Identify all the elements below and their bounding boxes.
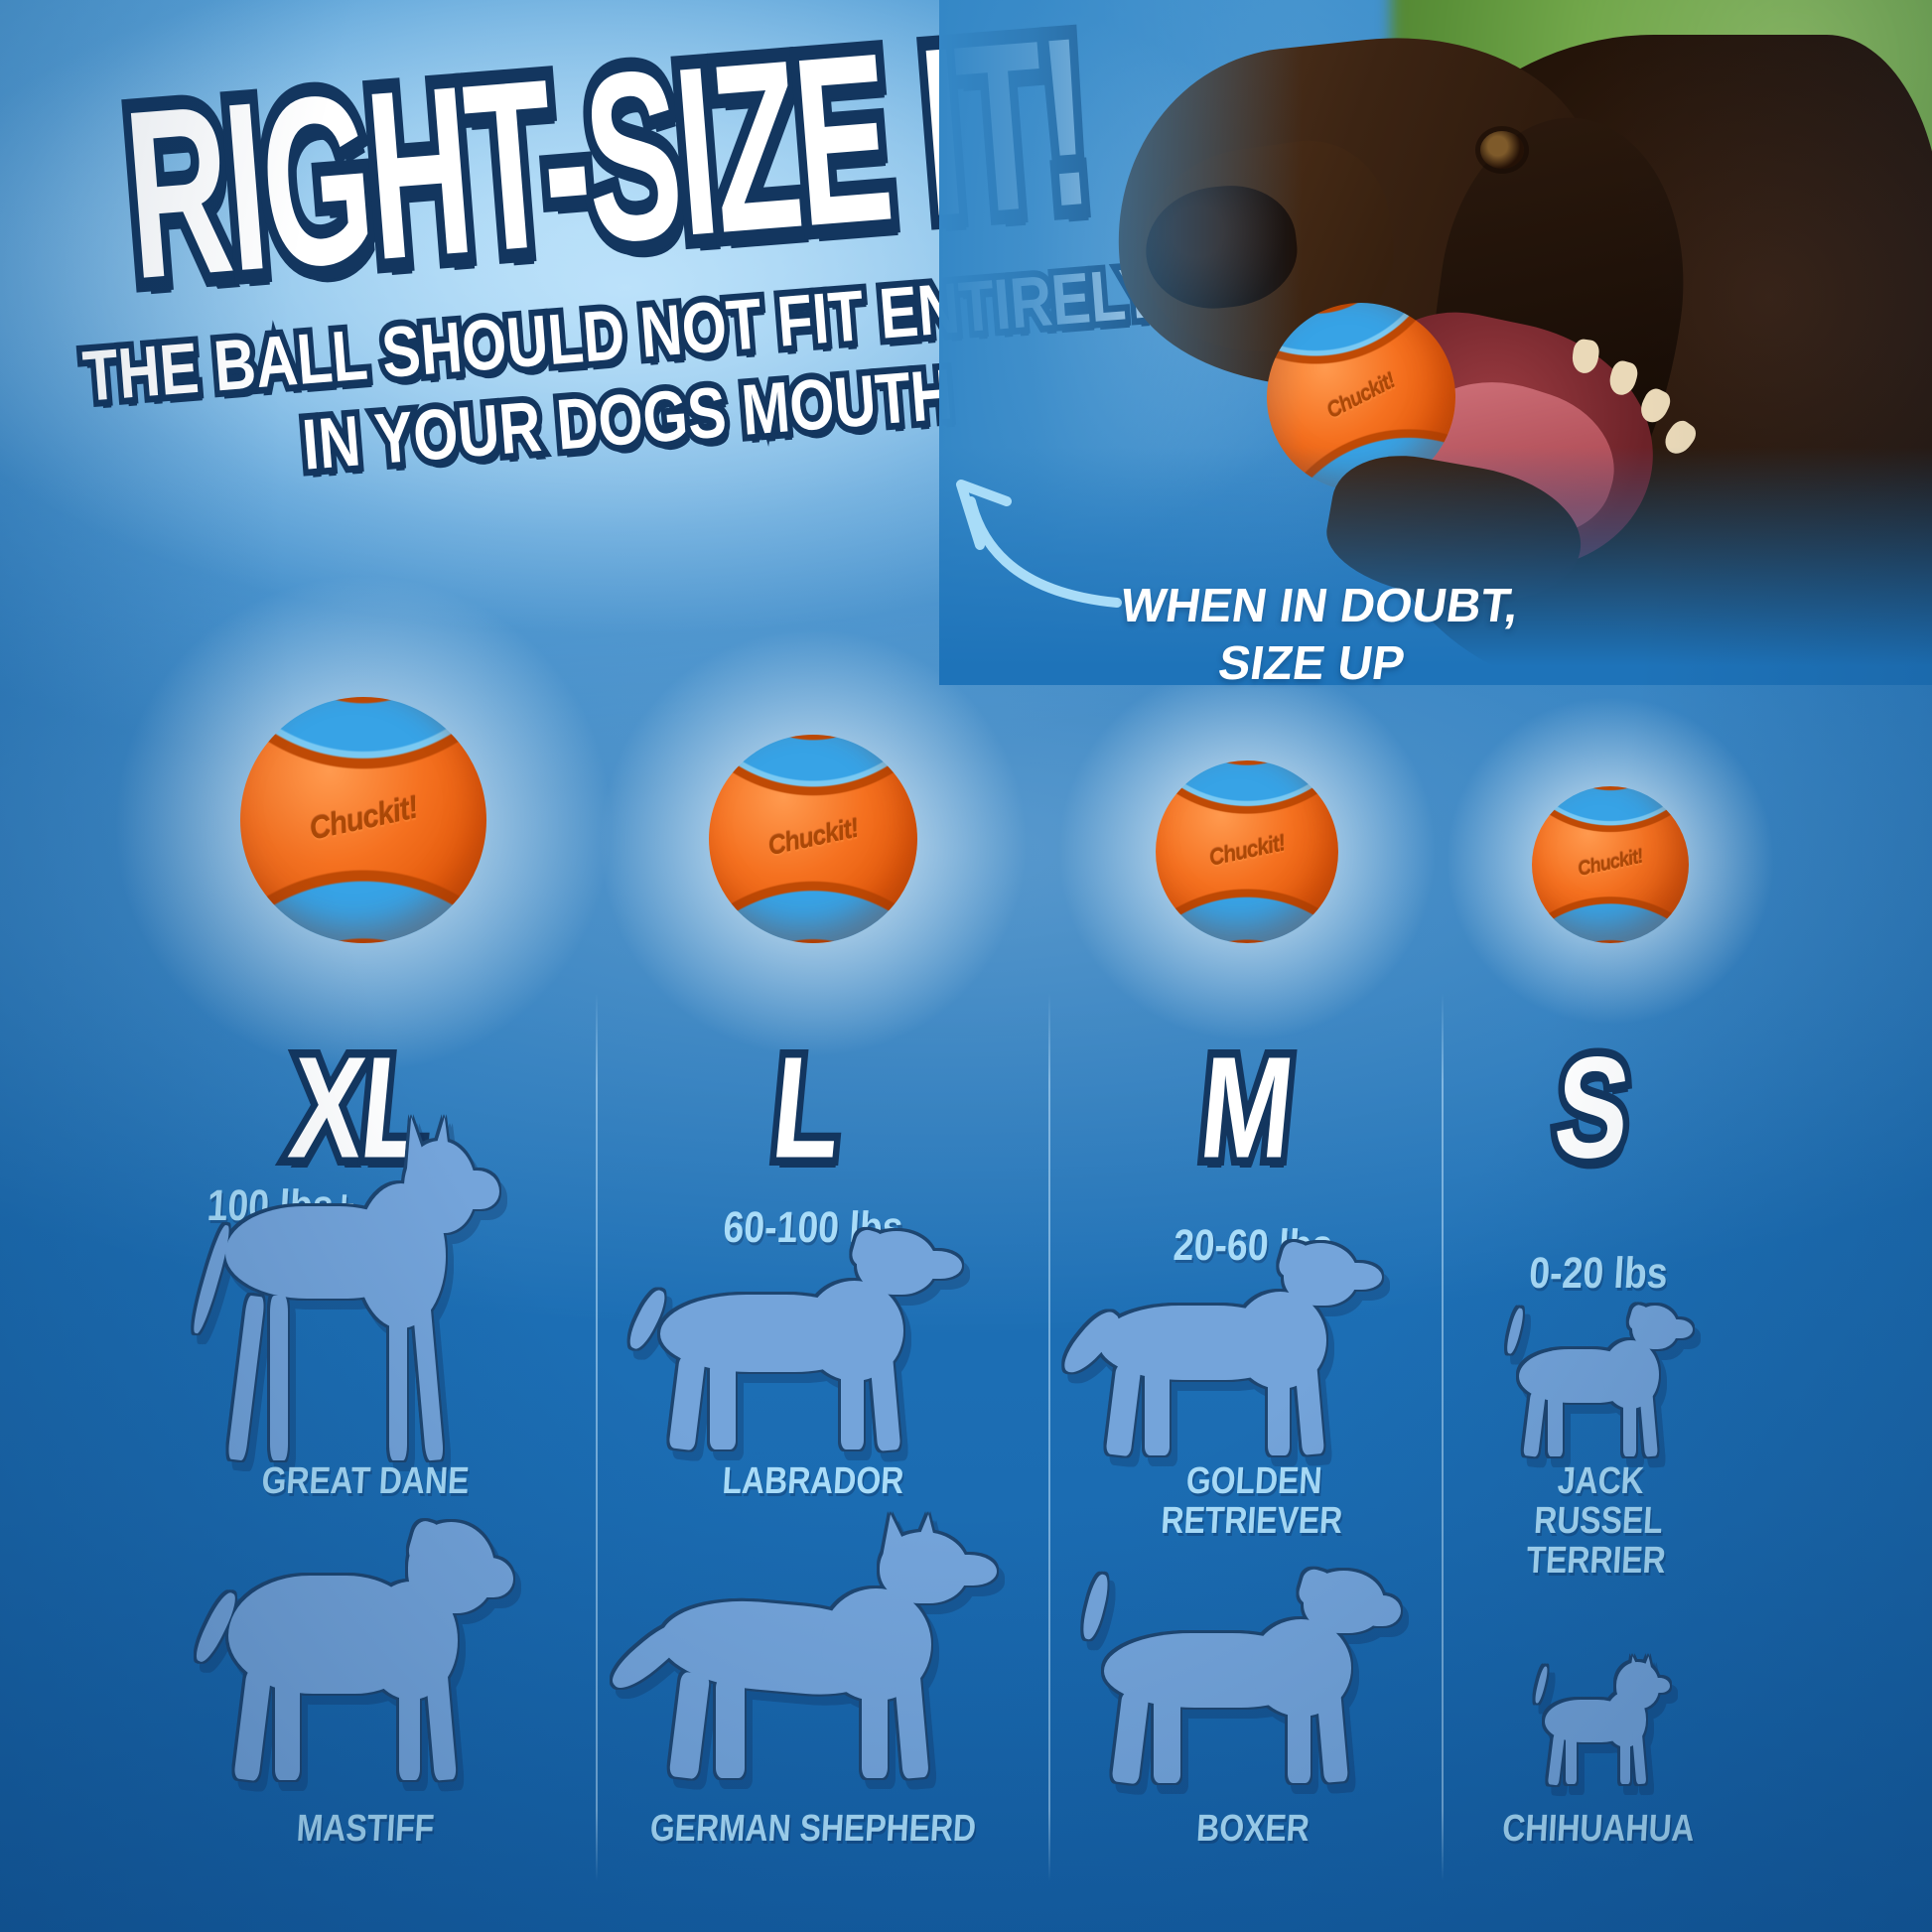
- dog-part-muzzle: [945, 1555, 997, 1587]
- dog-part-leg: [398, 1667, 421, 1780]
- dog-part-leg: [1105, 1363, 1142, 1456]
- dog-part-leg: [1522, 1391, 1546, 1457]
- dog-part-leg: [869, 1350, 901, 1451]
- dog-part-leg: [1316, 1687, 1348, 1784]
- hint-line1: WHEN IN DOUBT,: [1117, 580, 1522, 632]
- dog-part-muzzle: [458, 1170, 499, 1210]
- column-divider: [1048, 993, 1050, 1881]
- photo-fade-bottom: [939, 447, 1932, 685]
- dog-part-leg: [226, 1295, 266, 1461]
- size-label-fill: S: [1549, 1027, 1635, 1189]
- dog-name-mastiff: MASTIFF: [295, 1808, 436, 1850]
- dog-part-tail: [1533, 1665, 1550, 1704]
- dog-part-leg: [424, 1663, 457, 1781]
- dog-part-leg: [1154, 1696, 1181, 1783]
- photo-dog-eye: [1480, 131, 1524, 169]
- dog-name-labrador: LABRADOR: [721, 1460, 905, 1502]
- dog-part-leg: [668, 1671, 711, 1780]
- dog-part-muzzle: [1650, 1678, 1670, 1694]
- dog-part-muzzle: [1363, 1594, 1401, 1626]
- dog-part-leg: [1287, 1690, 1311, 1783]
- dog-part-leg: [274, 1675, 300, 1780]
- size-up-hint: WHEN IN DOUBT, SIZE UP: [1099, 578, 1532, 693]
- size-label-fill: M: [1193, 1027, 1299, 1189]
- dog-part-leg: [1631, 1729, 1646, 1785]
- dog-part-leg: [1622, 1390, 1636, 1456]
- dog-part-leg: [389, 1295, 407, 1460]
- dog-silhouette-boxer: [1077, 1567, 1411, 1787]
- dog-part-leg: [270, 1295, 288, 1460]
- size-label-fill: L: [766, 1027, 847, 1189]
- dog-part-leg: [715, 1678, 746, 1778]
- ball-logo-text: Chuckit!: [306, 788, 421, 847]
- dog-silhouette-jack-russel-terrier: [1504, 1303, 1693, 1459]
- weight-label-s: 0-20 lbs: [1527, 1249, 1670, 1298]
- dog-part-leg: [1619, 1731, 1630, 1785]
- dog-part-muzzle: [1666, 1319, 1693, 1339]
- dog-silhouette-german-shepherd: [605, 1527, 997, 1783]
- dog-part-leg: [1295, 1359, 1325, 1456]
- dog-part-leg: [1638, 1388, 1658, 1457]
- dog-part-leg: [411, 1295, 445, 1461]
- dog-silhouette-labrador: [624, 1226, 962, 1454]
- size-label-s: S S: [1365, 1020, 1832, 1195]
- dog-part-tail: [189, 1222, 233, 1335]
- curved-arrow-icon: [956, 480, 1122, 608]
- dog-part-leg: [1145, 1368, 1171, 1455]
- ball-logo-text: Chuckit!: [1576, 845, 1645, 882]
- dog-part-leg: [1565, 1735, 1577, 1785]
- dog-name-golden-retriever: GOLDEN RETRIEVER: [1160, 1460, 1344, 1542]
- dog-name-jack-russel-terrier: JACK RUSSEL TERRIER: [1525, 1460, 1667, 1582]
- dog-part-leg: [840, 1353, 864, 1450]
- column-xl: XL XL 100 lbs+ GREAT DANE MASTIFF: [132, 1020, 599, 1857]
- dog-silhouette-great-dane: [189, 1134, 499, 1463]
- dog-part-muzzle: [1338, 1263, 1382, 1291]
- size-label-l: L L: [580, 1020, 1046, 1195]
- dog-part-muzzle: [470, 1557, 513, 1597]
- dog-silhouette-mastiff: [191, 1517, 513, 1785]
- dog-part-leg: [893, 1666, 929, 1779]
- dog-part-leg: [861, 1670, 888, 1778]
- dog-silhouette-golden-retriever: [1056, 1239, 1382, 1459]
- dog-photo: Chuckit!: [939, 0, 1932, 685]
- column-divider: [1442, 993, 1444, 1881]
- column-l: L L 60-100 lbs LABRADOR GERMAN SHEPHERD: [580, 1020, 1046, 1857]
- dog-part-tail: [1504, 1307, 1525, 1355]
- ball-size-s: Chuckit!: [1532, 786, 1689, 943]
- column-divider: [596, 993, 598, 1881]
- column-m: M M 20-60 lbs GOLDEN RETRIEVER BOXER: [1020, 1020, 1486, 1857]
- dog-part-tail: [1079, 1572, 1112, 1641]
- dog-name-chihuahua: CHIHUAHUA: [1501, 1808, 1696, 1850]
- dog-part-muzzle: [915, 1251, 962, 1279]
- column-s: S S 0-20 lbs JACK RUSSEL TERRIER CHIHUAH…: [1365, 1020, 1832, 1857]
- ball-logo-text: Chuckit!: [764, 812, 862, 862]
- dog-part-leg: [1547, 1732, 1565, 1785]
- dog-part-leg: [233, 1668, 273, 1781]
- dog-part-leg: [709, 1360, 737, 1450]
- dog-part-leg: [1268, 1362, 1290, 1455]
- dog-name-great-dane: GREAT DANE: [260, 1460, 471, 1502]
- ball-size-m: Chuckit!: [1156, 760, 1338, 943]
- dog-silhouette-chihuahua: [1533, 1662, 1671, 1787]
- ball-logo-text: Chuckit!: [1206, 829, 1288, 871]
- dog-part-leg: [1111, 1691, 1150, 1784]
- dog-part-leg: [667, 1354, 706, 1451]
- dog-part-leg: [1547, 1395, 1563, 1456]
- size-label-xl: XL XL: [132, 1020, 599, 1195]
- ball-size-xl: Chuckit!: [240, 697, 486, 943]
- ball-size-l: Chuckit!: [709, 735, 917, 943]
- dog-name-german-shepherd: GERMAN SHEPHERD: [648, 1808, 978, 1850]
- hint-line2: SIZE UP: [1214, 637, 1409, 690]
